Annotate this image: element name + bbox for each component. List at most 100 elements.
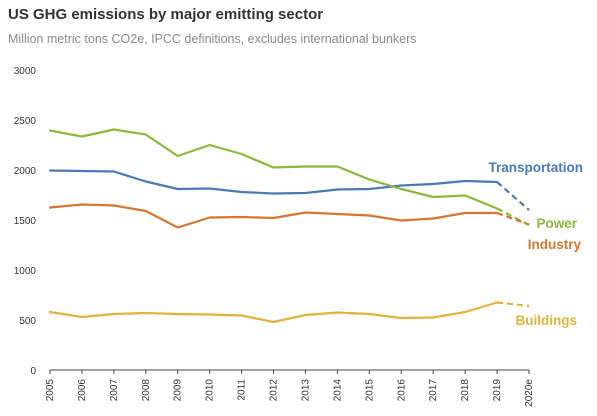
y-tick-label: 500 [19, 316, 36, 327]
data-point-transportation [367, 186, 372, 191]
data-point-industry [431, 216, 436, 221]
data-point-industry [143, 208, 148, 213]
data-point-buildings [526, 303, 531, 308]
data-point-industry [239, 214, 244, 219]
x-tick-label: 2006 [77, 379, 88, 402]
x-tick-label: 2016 [396, 379, 407, 402]
series-line-power [48, 128, 499, 210]
series-projection-power [496, 207, 530, 226]
series-label-industry: Industry [528, 237, 582, 252]
chart-title: US GHG emissions by major emitting secto… [8, 6, 324, 23]
data-point-power [494, 206, 499, 211]
data-point-buildings [271, 319, 276, 324]
data-point-power [335, 164, 340, 169]
data-point-transportation [494, 179, 499, 184]
data-point-industry [271, 215, 276, 220]
data-point-transportation [431, 181, 436, 186]
data-point-transportation [463, 178, 468, 183]
data-point-power [367, 177, 372, 182]
data-point-transportation [79, 168, 84, 173]
data-point-buildings [335, 310, 340, 315]
data-point-buildings [431, 315, 436, 320]
series-label-transportation: Transportation [488, 160, 583, 175]
data-point-power [111, 127, 116, 132]
data-point-industry [494, 210, 499, 215]
data-point-power [463, 193, 468, 198]
data-point-buildings [207, 312, 212, 317]
data-point-power [143, 132, 148, 137]
x-tick-label: 2009 [173, 379, 184, 402]
data-point-industry [303, 210, 308, 215]
x-tick-label: 2013 [300, 379, 311, 402]
x-tick-label: 2010 [205, 379, 216, 402]
data-point-buildings [463, 309, 468, 314]
y-tick-label: 0 [30, 366, 36, 377]
x-tick-label: 2020e [524, 379, 535, 407]
data-point-transportation [111, 169, 116, 174]
data-point-power [399, 186, 404, 191]
data-point-power [303, 164, 308, 169]
x-tick-label: 2017 [428, 379, 439, 402]
x-tick-label: 2008 [141, 379, 152, 402]
y-tick-label: 2000 [14, 166, 37, 177]
chart-subtitle: Million metric tons CO2e, IPCC definitio… [8, 32, 417, 46]
series-label-buildings: Buildings [516, 313, 578, 328]
data-point-buildings [47, 309, 52, 314]
series-line-industry [48, 203, 499, 229]
data-point-power [175, 153, 180, 158]
data-point-transportation [207, 186, 212, 191]
data-point-buildings [399, 315, 404, 320]
data-point-industry [111, 203, 116, 208]
data-point-power [79, 134, 84, 139]
series-projection-transportation [496, 181, 530, 211]
x-tick-label: 2011 [237, 379, 248, 401]
data-point-buildings [175, 311, 180, 316]
data-point-industry [79, 202, 84, 207]
data-point-power [271, 165, 276, 170]
data-point-buildings [239, 313, 244, 318]
data-point-power [239, 151, 244, 156]
data-point-buildings [111, 311, 116, 316]
y-tick-label: 1500 [14, 216, 37, 227]
data-point-industry [207, 215, 212, 220]
x-tick-label: 2014 [332, 379, 343, 402]
series-line-transportation [48, 169, 499, 195]
y-tick-label: 1000 [14, 266, 37, 277]
data-point-transportation [526, 207, 531, 212]
series-projection-buildings [496, 301, 530, 308]
data-point-power [431, 194, 436, 199]
data-point-transportation [47, 168, 52, 173]
data-point-industry [175, 225, 180, 230]
data-point-transportation [239, 189, 244, 194]
series-line-buildings [48, 301, 499, 324]
series-projection-industry [496, 211, 530, 226]
data-point-transportation [271, 191, 276, 196]
y-tick-label: 2500 [14, 116, 37, 127]
data-point-industry [47, 205, 52, 210]
y-tick-label: 3000 [14, 66, 37, 77]
data-point-buildings [143, 310, 148, 315]
data-point-transportation [335, 187, 340, 192]
data-point-transportation [303, 190, 308, 195]
x-tick-label: 2012 [269, 379, 280, 402]
x-tick-label: 2019 [492, 379, 503, 402]
data-point-buildings [79, 314, 84, 319]
data-point-power [47, 128, 52, 133]
data-point-transportation [143, 179, 148, 184]
data-point-buildings [494, 300, 499, 305]
data-point-power [207, 142, 212, 147]
data-point-industry [526, 222, 531, 227]
data-point-industry [335, 211, 340, 216]
data-point-buildings [367, 311, 372, 316]
x-tick-label: 2018 [460, 379, 471, 402]
x-tick-label: 2007 [109, 379, 120, 402]
data-point-transportation [175, 186, 180, 191]
x-tick-label: 2015 [364, 379, 375, 402]
series-label-power: Power [536, 216, 577, 231]
data-point-buildings [303, 312, 308, 317]
data-point-industry [367, 213, 372, 218]
x-tick-label: 2005 [45, 379, 56, 402]
data-point-industry [463, 210, 468, 215]
data-point-industry [399, 218, 404, 223]
